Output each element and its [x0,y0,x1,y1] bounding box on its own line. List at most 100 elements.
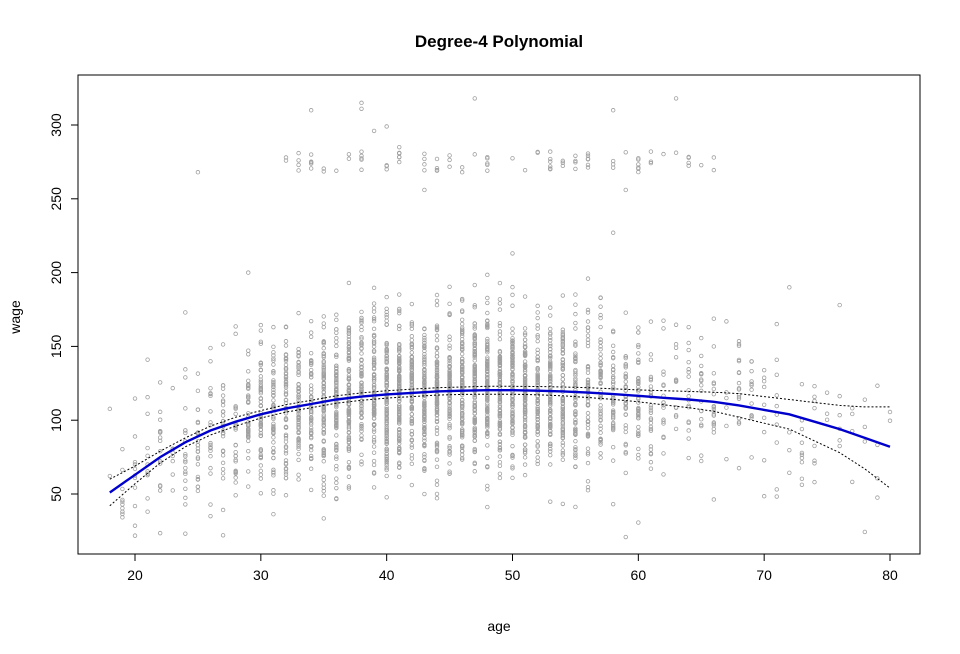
data-point [472,343,477,348]
data-point [875,495,880,500]
data-point [233,406,238,411]
data-point [485,363,490,369]
data-point [195,476,201,482]
data-point [422,356,427,361]
data-point [497,463,503,469]
data-point [271,350,276,355]
data-point [598,426,603,431]
data-point [334,463,339,469]
data-point [321,324,326,330]
data-point [510,364,515,369]
data-point [485,408,490,413]
data-point [271,398,276,403]
data-point [648,444,654,449]
data-point [548,374,553,380]
data-point [321,431,326,436]
data-point [233,493,238,498]
data-point [573,358,578,363]
data-point [371,400,377,406]
data-point [736,358,742,364]
data-point [585,415,591,420]
data-point [497,403,503,408]
data-point [510,251,515,256]
data-point [447,469,452,474]
data-point [422,168,427,173]
data-point [183,375,188,380]
data-point [497,421,503,427]
data-point [384,418,389,423]
data-point [485,434,490,439]
data-point [598,337,603,342]
data-point [208,471,213,476]
data-point [271,324,276,330]
data-point [132,466,138,472]
data-point [787,430,792,435]
data-point [258,416,264,421]
data-point [283,374,289,379]
data-point [183,502,188,507]
data-point [459,403,465,409]
data-point [497,471,503,476]
data-point [283,383,289,388]
data-point [510,378,515,384]
data-point [686,394,691,399]
data-point [497,363,503,369]
data-point [497,454,503,459]
data-point [699,162,704,168]
data-point [308,334,314,339]
data-point [636,357,641,363]
data-point [183,459,188,465]
data-point [862,424,868,430]
data-point [321,447,326,452]
data-point [472,305,477,310]
data-point [183,406,188,411]
data-point [422,468,427,473]
data-point [522,384,528,389]
data-point [308,350,314,356]
data-point [195,488,201,494]
data-point [434,385,440,390]
data-point [409,334,415,339]
data-point [560,346,566,352]
data-point [422,400,427,406]
data-point [497,381,503,386]
data-point [371,410,377,415]
data-point [220,409,226,415]
data-point [724,456,729,462]
data-point [799,381,805,387]
data-point [371,421,377,427]
data-point [246,352,251,357]
data-point [384,427,389,433]
data-point [359,100,364,106]
data-point [648,417,654,423]
x-tick-label: 20 [127,567,143,583]
data-point [598,315,603,321]
data-point [711,167,717,173]
data-point [686,436,691,441]
data-point [548,341,553,347]
data-point [761,379,767,384]
data-point [321,459,326,464]
data-point [359,452,364,457]
data-point [661,318,666,323]
data-point [573,302,578,307]
data-point [485,310,490,316]
data-point [447,406,452,411]
data-point [384,401,389,406]
data-point [447,461,452,466]
data-point [610,420,616,426]
data-point [560,163,566,169]
data-point [409,301,415,307]
data-point [610,408,616,413]
data-point [422,452,427,457]
data-point [548,446,553,452]
data-point [296,310,301,316]
data-point [497,398,503,404]
data-point [736,394,742,400]
data-point [422,338,427,343]
data-point [283,451,289,456]
data-point [132,396,138,401]
data-point [296,472,301,478]
data-point [573,428,578,434]
data-point [271,470,276,476]
